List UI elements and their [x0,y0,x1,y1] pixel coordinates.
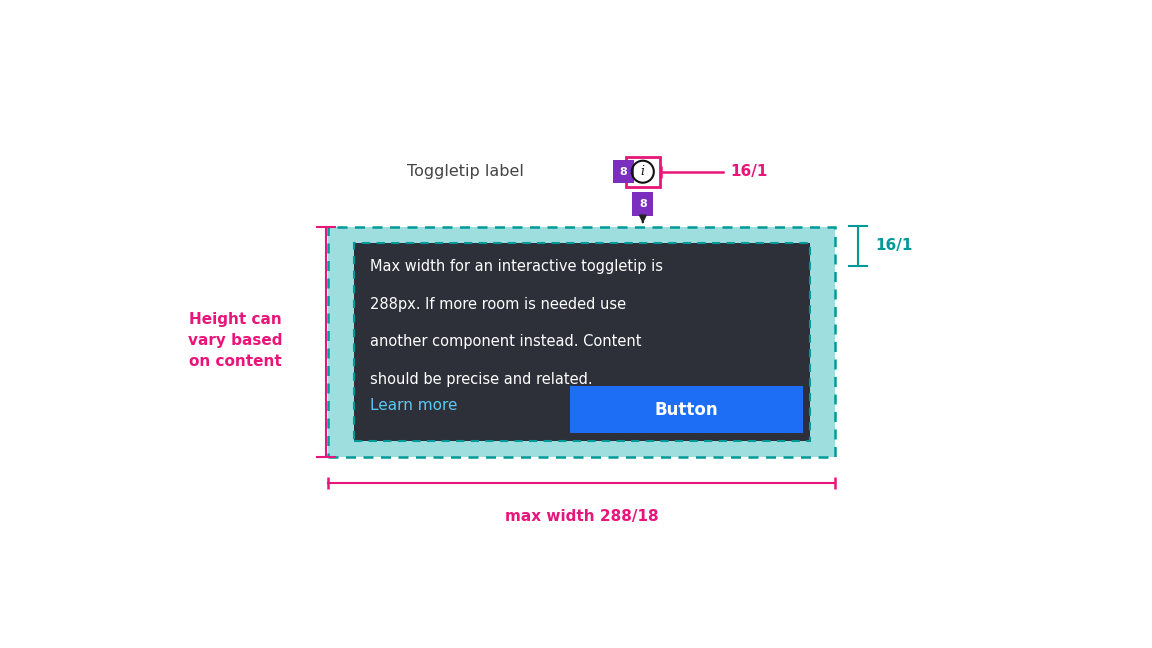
Bar [328,227,835,457]
Text: 8: 8 [620,167,627,177]
Bar [626,157,660,187]
Bar [354,243,810,441]
Bar [613,160,634,183]
Bar [570,386,803,433]
Text: Height can
vary based
on content: Height can vary based on content [188,312,282,369]
Bar [632,192,653,216]
Ellipse shape [631,161,654,183]
Text: another component instead. Content: another component instead. Content [370,334,642,349]
Text: 8: 8 [639,199,646,209]
Text: Learn more: Learn more [370,397,457,413]
Text: 288px. If more room is needed use: 288px. If more room is needed use [370,297,626,312]
Text: Toggletip label: Toggletip label [408,164,524,179]
Text: max width 288/18: max width 288/18 [505,509,659,524]
Text: Max width for an interactive toggletip is: Max width for an interactive toggletip i… [370,259,662,274]
Text: 16/1: 16/1 [730,164,767,179]
Text: i: i [641,165,645,178]
Bar [354,243,810,441]
Text: Button: Button [654,400,719,419]
Text: should be precise and related.: should be precise and related. [370,372,592,387]
Bar [328,227,835,457]
Text: 16/1: 16/1 [876,238,912,253]
